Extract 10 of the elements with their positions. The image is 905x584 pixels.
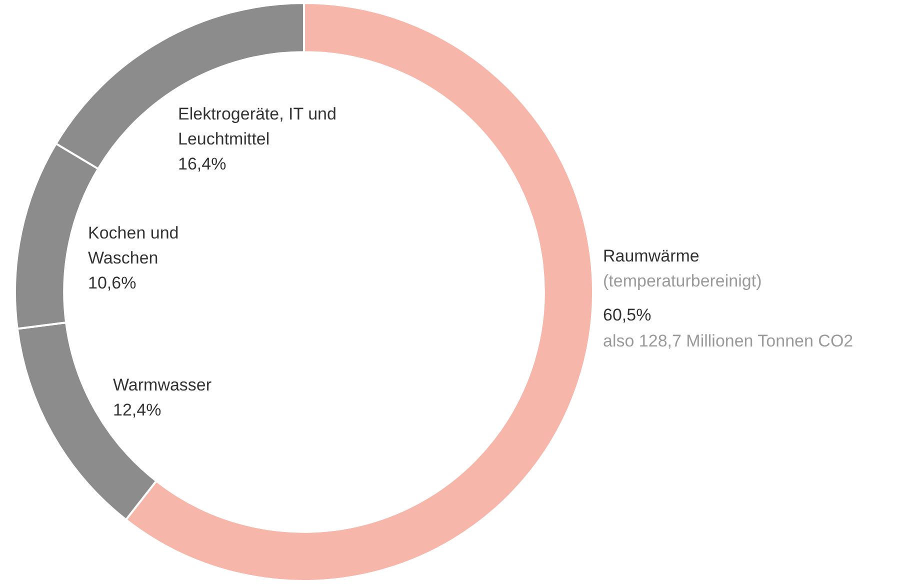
data-label: 12,4% bbox=[113, 400, 162, 420]
slice-label: Elektrogeräte, IT und Leuchtmittel bbox=[178, 104, 336, 149]
slice-label: Kochen und Waschen bbox=[88, 224, 179, 268]
slice-label: Warmwasser bbox=[113, 376, 212, 395]
text: (temperaturbereinigt) bbox=[603, 272, 762, 291]
data-label: 16,4% bbox=[178, 154, 226, 174]
slice-label: Raumwärme bbox=[603, 246, 700, 266]
data-label: 10,6% bbox=[88, 274, 136, 293]
data-label: 60,5% bbox=[603, 306, 652, 325]
text: also 128,7 Millionen Tonnen CO2 bbox=[603, 332, 854, 351]
